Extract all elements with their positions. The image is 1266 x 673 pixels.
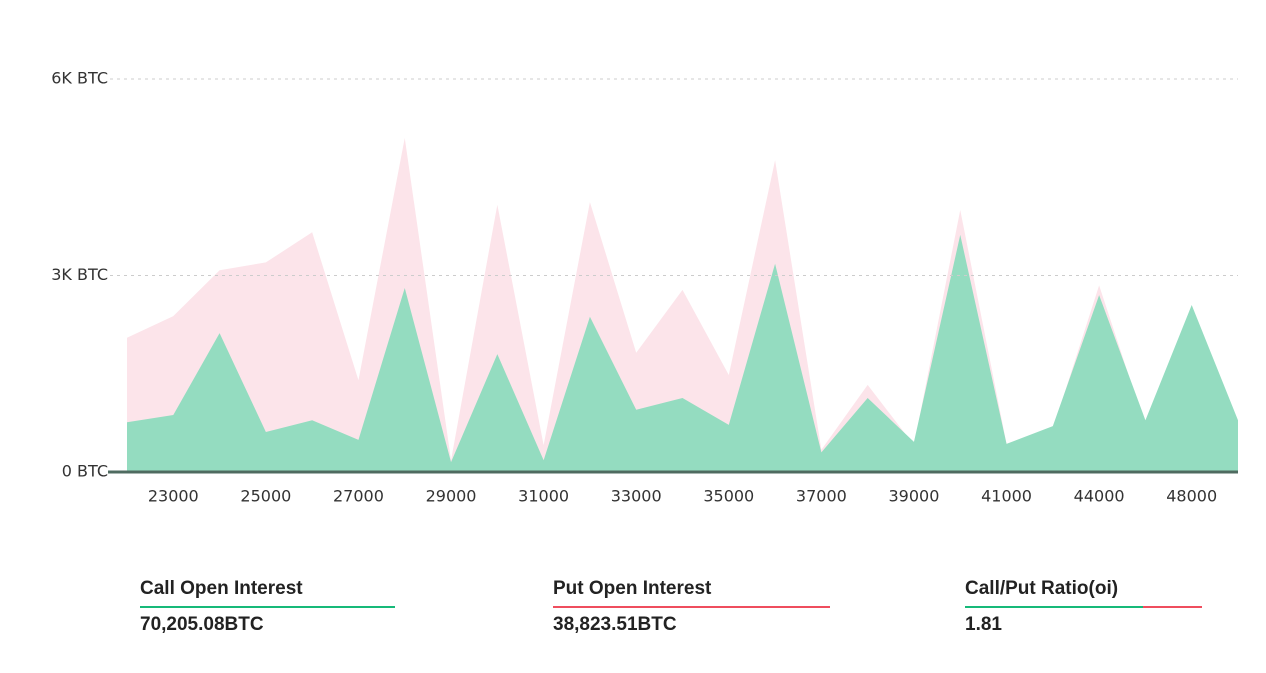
stat-call: Call Open Interest 70,205.08BTC [140, 578, 395, 636]
y-tick-label: 6K BTC [51, 69, 108, 88]
area [127, 234, 1238, 472]
x-tick-label: 31000 [518, 487, 569, 506]
x-tick-label: 33000 [611, 487, 662, 506]
stat-label: Call Open Interest [140, 578, 303, 599]
chart: 0 BTC 3K BTC 6K BTC 23000 25000 27000 29000 310… [51, 69, 1238, 506]
x-tick-label: 29000 [426, 487, 477, 506]
underline [965, 606, 1202, 608]
x-tick-label: 23000 [148, 487, 199, 506]
stat-put: Put Open Interest 38,823.51BTC [553, 578, 830, 636]
stat-label: Call/Put Ratio(oi) [965, 578, 1119, 599]
y-tick-label: 0 BTC [62, 462, 108, 481]
x-tick-label: 25000 [240, 487, 291, 506]
x-tick-label: 48000 [1166, 487, 1217, 506]
stat-value: 1.81 [965, 614, 1002, 635]
x-tick-label: 37000 [796, 487, 847, 506]
x-tick-label: 39000 [889, 487, 940, 506]
stat-label: Put Open Interest [553, 578, 712, 599]
y-tick-label: 3K BTC [51, 265, 108, 284]
x-tick-label: 27000 [333, 487, 384, 506]
x-tick-label: 41000 [981, 487, 1032, 506]
x-tick-label: 44000 [1074, 487, 1125, 506]
underline [553, 606, 830, 608]
x-tick-label: 35000 [703, 487, 754, 506]
stat-ratio: Call/Put Ratio(oi) 1.81 [965, 578, 1202, 636]
stat-value: 38,823.51BTC [553, 614, 677, 635]
stat-value: 70,205.08BTC [140, 614, 264, 635]
underline [140, 606, 395, 608]
